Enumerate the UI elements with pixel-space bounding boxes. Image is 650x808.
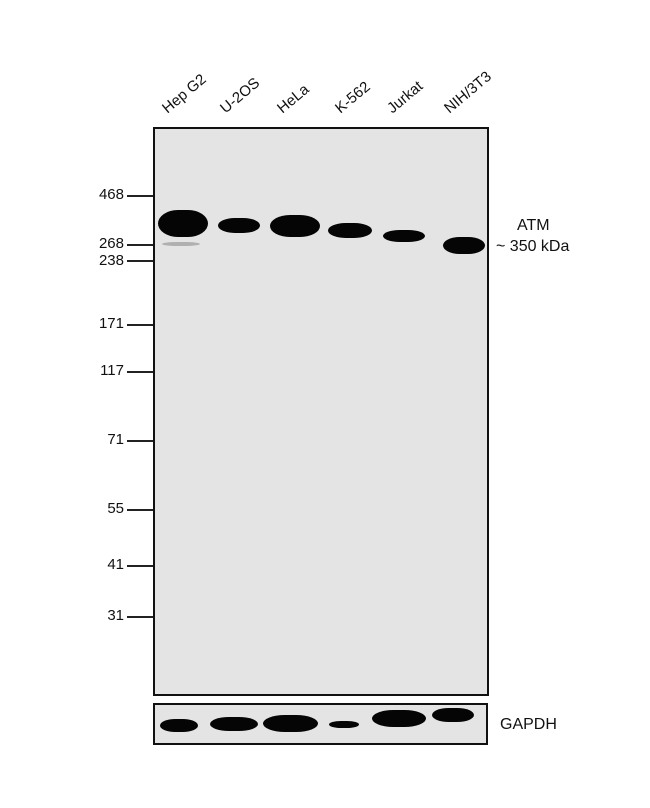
gapdh-band-hepg2 — [160, 719, 198, 732]
gapdh-band-k562 — [329, 721, 359, 728]
band-hepg2-atm — [158, 210, 208, 237]
loading-control-label: GAPDH — [500, 716, 557, 733]
lane-label-jurkat: Jurkat — [384, 77, 427, 117]
loading-control-panel — [153, 703, 488, 745]
mw-tick — [127, 509, 153, 511]
mw-tick — [127, 260, 153, 262]
mw-marker-55: 55 — [107, 500, 124, 517]
gapdh-band-nih3t3 — [432, 708, 474, 722]
mw-marker-117: 117 — [100, 362, 124, 379]
mw-marker-268: 268 — [98, 235, 124, 252]
mw-marker-41: 41 — [107, 556, 124, 573]
band-jurkat-atm — [383, 230, 425, 242]
mw-marker-468: 468 — [98, 186, 124, 203]
mw-tick — [127, 565, 153, 567]
gapdh-band-jurkat — [372, 710, 426, 727]
mw-tick — [127, 244, 153, 246]
main-blot-panel — [153, 127, 489, 696]
mw-marker-71: 71 — [107, 431, 124, 448]
mw-tick — [127, 324, 153, 326]
lane-label-nih3t3: NIH/3T3 — [441, 68, 495, 117]
band-hepg2-minor — [162, 242, 200, 246]
mw-tick — [127, 440, 153, 442]
lane-label-k562: K-562 — [332, 78, 374, 117]
mw-tick — [127, 616, 153, 618]
gapdh-band-u2os — [210, 717, 258, 731]
target-size-label: ~ 350 kDa — [496, 238, 570, 255]
mw-marker-31: 31 — [107, 607, 124, 624]
mw-marker-238: 238 — [98, 252, 124, 269]
lane-label-hela: HeLa — [274, 80, 313, 117]
band-nih3t3-atm — [443, 237, 485, 254]
band-u2os-atm — [218, 218, 260, 233]
lane-label-hepg2: Hep G2 — [159, 70, 210, 117]
band-hela-atm — [270, 215, 320, 237]
lane-label-u2os: U-2OS — [217, 74, 264, 117]
mw-tick — [127, 371, 153, 373]
mw-tick — [127, 195, 153, 197]
mw-marker-171: 171 — [98, 315, 124, 332]
target-name-label: ATM — [517, 217, 550, 234]
band-k562-atm — [328, 223, 372, 238]
gapdh-band-hela — [263, 715, 318, 732]
